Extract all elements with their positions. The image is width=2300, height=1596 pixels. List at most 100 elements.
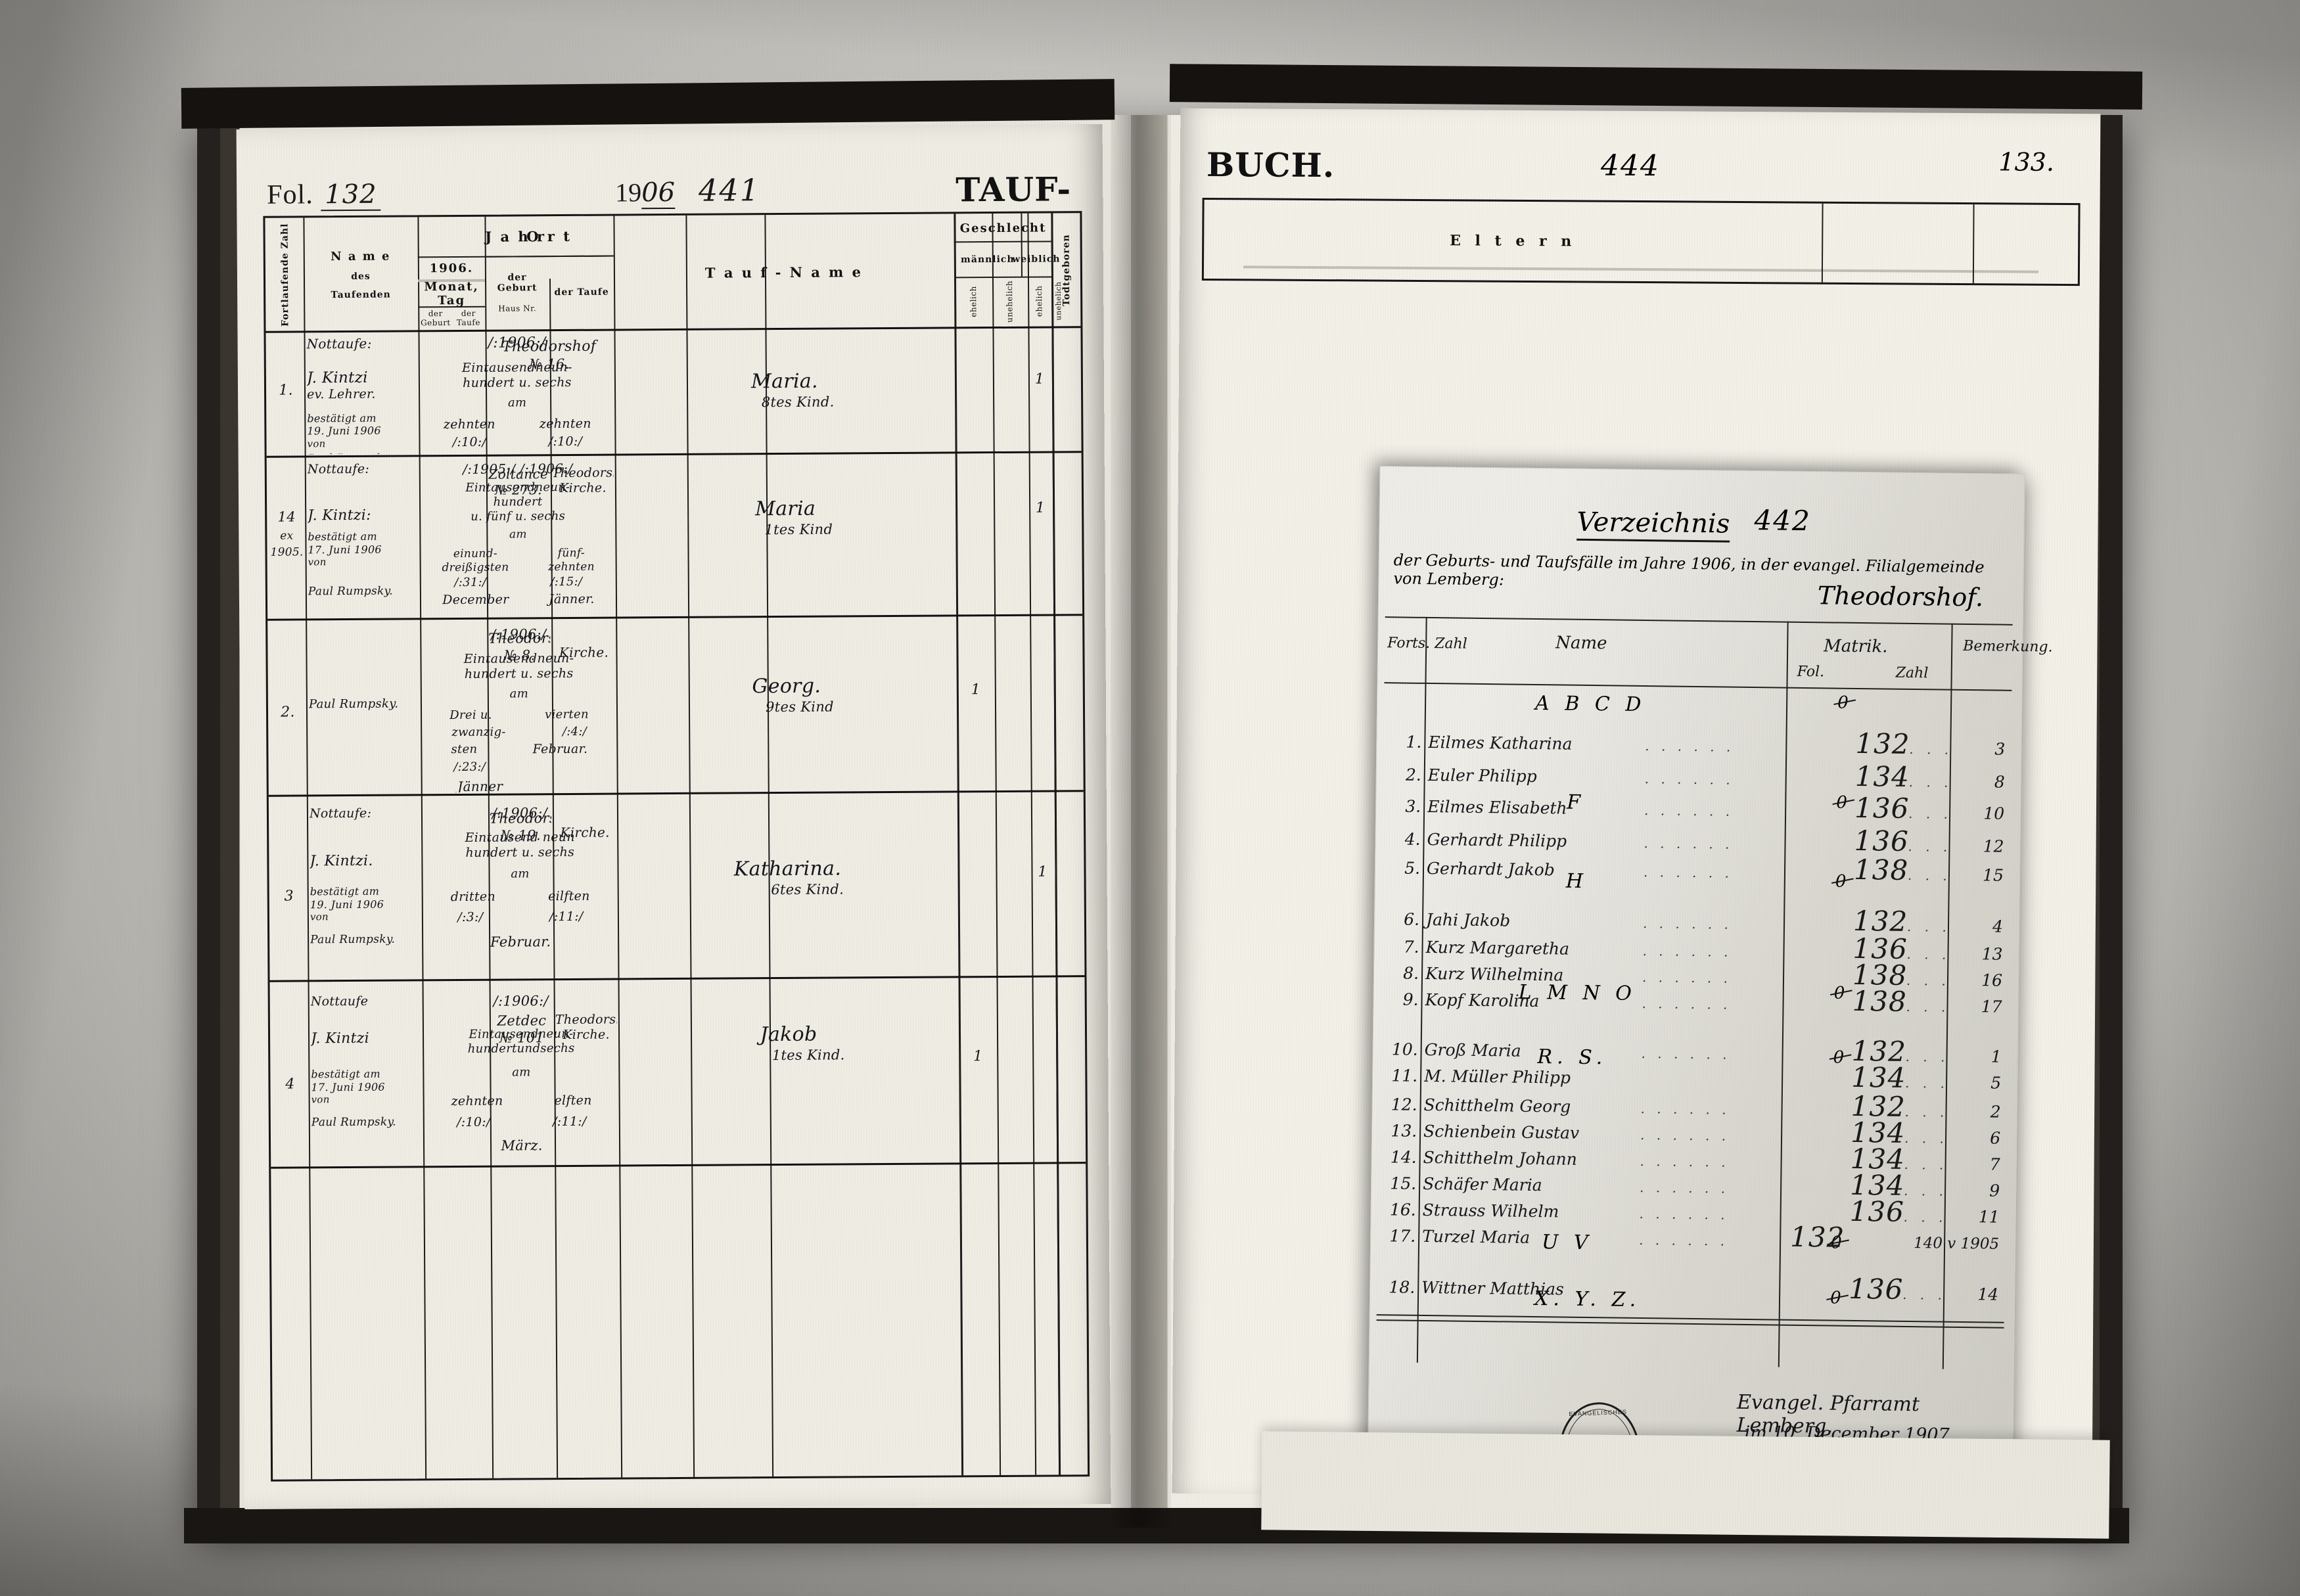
index-header-name: Name (1555, 633, 1607, 654)
header-fortlaufende-zahl: Fortlaufende Zahl (279, 223, 291, 327)
row-4-bapt-day-num: /:11:/ (549, 909, 584, 924)
index-table: Forts. Zahl Name Matrik. Fol. Zahl Bemer… (1376, 616, 2053, 1370)
year-hand: 06 (641, 177, 676, 210)
leader-dots: . . . . . . (1645, 738, 1735, 755)
index-section-abcd: A B C D (1534, 691, 1646, 717)
open-book: Fol. 132 1906 441 TAUF- (181, 64, 2143, 1543)
row-3-name-cell: Paul Rumpsky. (309, 696, 419, 712)
right-page-number-hand: 444 (1600, 148, 1661, 183)
leader-dots (1641, 1084, 1837, 1087)
row-4-nottaufe: Nottaufe: (309, 806, 372, 821)
row-4-month: Februar. (490, 934, 551, 950)
row-3-signature: Paul Rumpsky. (308, 696, 399, 712)
row-3-tauf-name: Georg. 9tes Kind (752, 674, 834, 715)
row-2-bapt-day-word: fünf- zehnten (547, 546, 595, 574)
row-2-name-cell: Nottaufe: J. Kintzi: bestätigt am 17. Ju… (308, 461, 419, 616)
leader-dots: . . . (1908, 838, 1952, 855)
row-3-bapt-day-word: vierten (545, 707, 589, 722)
row-2-seq: 14 ex 1905. (270, 509, 304, 559)
row-5-confirm3: von (311, 1093, 330, 1106)
index-entry-9: 9. Kopf Karolina . . . . . . 138 . . . 1… (1402, 984, 2002, 1018)
row-3-birth-day-word: Drei u. (449, 708, 492, 722)
row-1-birthplace: Theodorshof № 16. (501, 338, 597, 373)
row-3-birth-day-word3: sten (451, 742, 478, 756)
row-3-month-bapt: Februar. (532, 741, 588, 757)
index-entry-5: 5. Gerhardt Jakob . . . . . . 138 . . . … (1404, 853, 2004, 886)
year-and-page: 1906 441 (615, 172, 761, 210)
leader-dots: . . . (1908, 805, 1953, 822)
leader-dots (1844, 1247, 1900, 1248)
row-1-confirm3: von (307, 437, 326, 450)
row-4-name: J. Kintzi. (310, 852, 373, 870)
row-4-w-ehelich: 1 (1038, 863, 1047, 880)
page-title-buch: BUCH. (1206, 145, 1335, 185)
leader-dots: . . . . . . (1639, 1231, 1729, 1249)
row-4-tauf-name: Katharina. 6tes Kind. (733, 857, 844, 898)
header-geburt-tag: der Geburt (421, 309, 451, 328)
leader-dots: . . . . . . (1644, 771, 1734, 788)
page-title-tauf: TAUF- (955, 170, 1072, 210)
row-5-baptplace: Theodorshof Kirche. (555, 1012, 618, 1043)
leader-dots: . . . (1908, 773, 1953, 790)
row-2-name: J. Kintzi: (308, 507, 371, 524)
index-entry-17: 17. Turzel Maria . . . . . . 132 140 v 1… (1389, 1220, 2000, 1254)
seal-top-text: EVANGELISCHES (1569, 1408, 1628, 1418)
row-5-bapt-day-num: /:11:/ (552, 1114, 587, 1129)
col-sep-6b (992, 214, 1001, 1475)
header-name-taufenden: N a m e des Taufenden (330, 249, 391, 300)
right-folio-number: 133. (1998, 147, 2055, 177)
insert-number: 442 (1754, 504, 1812, 537)
header-ort-taufe: der Taufe (554, 286, 609, 298)
row-3-bapt-day-num: /:4:/ (562, 724, 587, 739)
row-3-am: am (509, 687, 529, 701)
row-1-seq: 1. (279, 382, 293, 399)
col-sep-6 (954, 214, 964, 1476)
right-page-header: BUCH. 444 133. (1207, 145, 2074, 198)
index-header-remark: Bemerkung. (1963, 637, 2053, 656)
row-2-confirm3: von (308, 556, 327, 568)
row-4-confirm2: 19. Juni 1906 (310, 898, 384, 911)
page-number-hand: 441 (698, 172, 761, 208)
row-5-bapt-day-word: elften (554, 1093, 592, 1108)
leader-dots: . . . . . . (1644, 802, 1734, 819)
header-taufe-tag: der Taufe (456, 308, 480, 328)
row-4-am: am (511, 867, 530, 881)
row-5-birth-day-num: /:10:/ (456, 1114, 491, 1129)
row-3-baptplace: Kirche. (559, 644, 609, 661)
index-header-rule (1384, 682, 2012, 691)
row-1-am: am (507, 396, 527, 410)
header-m-unehelich: unehelich (1005, 280, 1015, 323)
index-header-zahl: Zahl (1895, 664, 1929, 682)
row-4-confirm3: von (310, 911, 329, 923)
row-3-month-birth: Jänner (457, 778, 503, 793)
header-tauf-name: T a u f - N a m e (704, 263, 863, 281)
row-1-birth-day-num: /:10:/ (452, 435, 487, 450)
row-4-signature: Paul Rumpsky. (310, 932, 396, 947)
row-5-seq: 4 (285, 1076, 295, 1093)
row-4-baptplace: Kirche. (560, 824, 610, 841)
row-3-m-ehelich: 1 (971, 681, 981, 698)
row-5-name: J. Kintzi (310, 1030, 370, 1047)
row-2-signature: Paul Rumpsky. (308, 584, 393, 599)
header-ort-group: O r t (526, 227, 572, 244)
row-1-bapt-day-num: /:10:/ (548, 434, 583, 449)
row-5-am: am (512, 1064, 531, 1080)
row-4-confirm1: bestätigt am (310, 884, 380, 898)
row-2-baptplace: Theodorshof Kirche. (551, 465, 614, 496)
row-2-w-ehelich: 1 (1035, 499, 1046, 516)
row-4-name-cell: Nottaufe: J. Kintzi. bestätigt am 19. Ju… (310, 806, 421, 977)
row-1-nottaufe: Nottaufe: (306, 335, 372, 352)
index-header-matrik: Matrik. (1824, 636, 1888, 657)
inserted-index-sheet[interactable]: Verzeichnis 442 der Geburts- und Taufsfä… (1367, 466, 2053, 1507)
row-4-yearwords-2: hundert u. sechs (465, 844, 575, 860)
left-page-header: Fol. 132 1906 441 TAUF- (267, 160, 1075, 212)
row-1-bapt-day-word: zehnten (539, 416, 591, 432)
row-1-role: ev. Lehrer. (306, 387, 376, 402)
row-2-bapt-day-num: /:15:/ (550, 575, 583, 589)
index-header-seq: Forts. Zahl (1387, 635, 1467, 652)
row-4-birth-day-num: /:3:/ (457, 909, 484, 925)
row-5-name-cell: Nottaufe J. Kintzi bestätigt am 17. Juni… (311, 993, 423, 1164)
leader-dots: . . . . . . (1642, 995, 1732, 1013)
row-3-yearwords-2: hundert u. sechs (464, 666, 574, 681)
col-sep-7 (1051, 213, 1061, 1475)
